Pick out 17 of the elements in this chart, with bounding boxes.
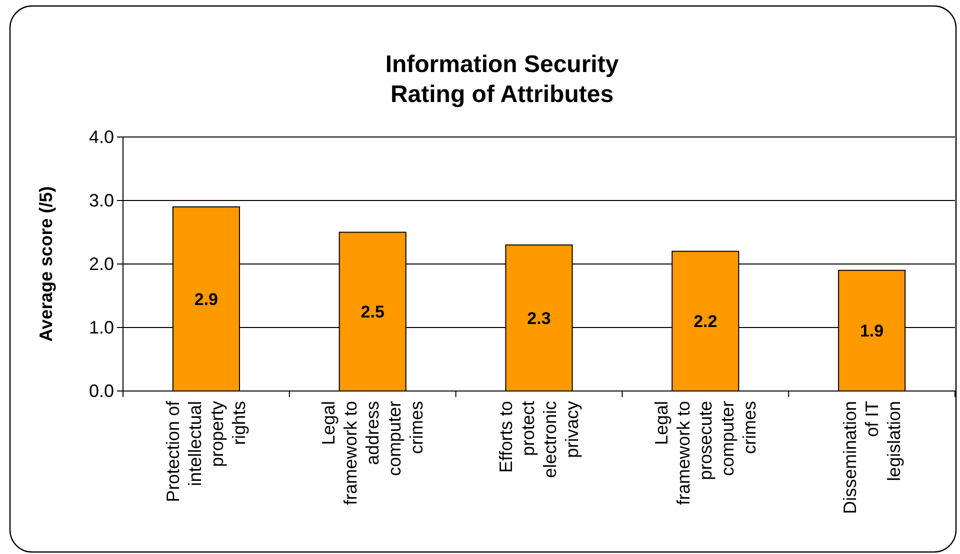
data-label: 2.5 — [360, 302, 384, 322]
y-tick-label: 0.0 — [88, 381, 114, 401]
x-tick-label: Legal framework to prosecute computer crimes — [651, 401, 760, 506]
data-label: 1.9 — [860, 322, 884, 341]
x-tick-label: Dissemination of IT legislation — [840, 401, 904, 514]
x-tick-label: Legal framework to address computer crimes — [318, 401, 427, 506]
y-tick-label: 3.0 — [88, 190, 114, 210]
chart-title: Information Security Rating of Attributes — [385, 51, 620, 108]
data-label: 2.9 — [194, 290, 218, 309]
x-tick-label: Protection of intellectual property rights — [163, 400, 250, 502]
y-tick-label: 4.0 — [88, 127, 114, 147]
y-axis-title: Average score (/5) — [36, 186, 56, 342]
x-tick-label: Efforts to protect electronic privacy — [496, 401, 582, 478]
data-label: 2.3 — [527, 308, 551, 328]
data-label: 2.2 — [694, 312, 718, 332]
y-tick-label: 2.0 — [88, 254, 114, 274]
y-tick-label: 1.0 — [88, 318, 114, 338]
